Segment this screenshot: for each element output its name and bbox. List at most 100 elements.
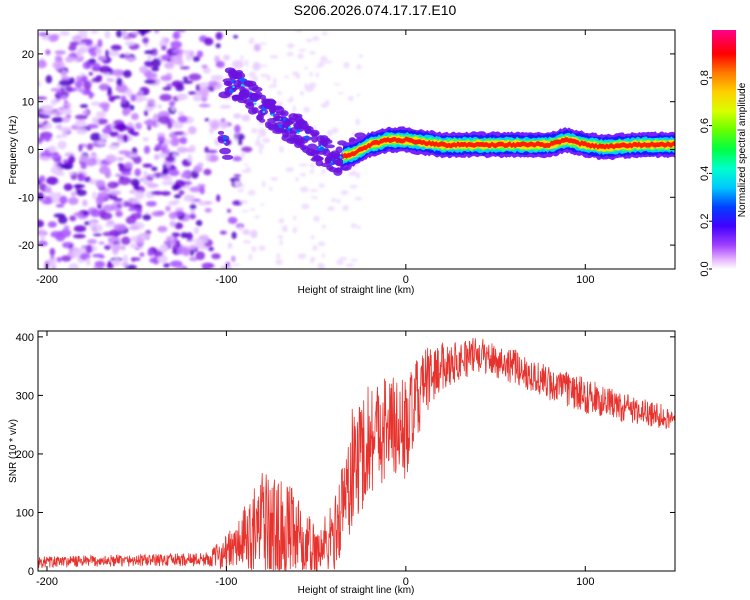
noise-blob xyxy=(161,180,175,186)
noise-blob-faint xyxy=(331,127,339,134)
noise-blob xyxy=(171,120,184,129)
noise-blob xyxy=(38,219,45,228)
spectrogram-y-tick-label: 10 xyxy=(22,97,34,109)
noise-blob xyxy=(128,153,139,158)
noise-blob xyxy=(150,190,164,196)
noise-blob xyxy=(120,95,127,104)
noise-blob xyxy=(179,136,188,145)
noise-blob-faint xyxy=(356,225,361,230)
noise-blob-faint xyxy=(354,197,363,201)
noise-blob xyxy=(63,225,70,230)
noise-blob xyxy=(83,80,92,90)
noise-blob xyxy=(205,149,218,154)
noise-blob xyxy=(92,191,97,200)
noise-blob-faint xyxy=(298,48,307,52)
snr-plot-area xyxy=(38,337,675,571)
noise-blob xyxy=(38,192,44,201)
noise-blob xyxy=(153,154,160,161)
noise-blob xyxy=(63,102,72,107)
noise-blob xyxy=(51,116,64,123)
noise-blob xyxy=(39,110,53,115)
spectrogram-x-tick-label: 0 xyxy=(403,274,409,286)
noise-blob xyxy=(195,219,203,227)
noise-blob xyxy=(196,162,204,168)
noise-blob xyxy=(109,131,119,137)
noise-blob xyxy=(79,173,86,182)
noise-blob xyxy=(112,258,121,266)
noise-blob-faint xyxy=(304,66,309,70)
noise-blob xyxy=(51,110,64,116)
noise-blob xyxy=(187,154,193,163)
noise-blob xyxy=(157,104,162,109)
noise-blob xyxy=(201,89,209,99)
noise-blob-faint xyxy=(275,101,284,107)
ridge-blob xyxy=(251,86,263,93)
noise-blob xyxy=(201,64,208,69)
noise-blob xyxy=(38,121,44,125)
noise-blob xyxy=(176,146,188,154)
noise-blob-faint xyxy=(278,217,285,224)
noise-blob xyxy=(205,153,211,162)
noise-blob xyxy=(60,94,68,100)
noise-blob xyxy=(120,236,131,245)
spectrogram-x-tick-label: -100 xyxy=(215,274,237,286)
noise-blob xyxy=(48,34,59,43)
noise-blob xyxy=(115,30,123,38)
noise-blob xyxy=(139,252,145,257)
noise-blob xyxy=(111,69,125,77)
noise-blob xyxy=(107,236,120,243)
ridge-blob xyxy=(310,131,319,137)
ridge-blob xyxy=(221,154,234,160)
spectrogram-x-tick-label: 100 xyxy=(576,274,594,286)
noise-blob xyxy=(46,176,59,185)
noise-blob xyxy=(73,212,84,216)
noise-blob xyxy=(94,260,106,268)
noise-blob xyxy=(160,191,171,196)
noise-blob xyxy=(65,85,73,93)
noise-blob xyxy=(174,222,184,230)
noise-blob xyxy=(163,150,170,155)
noise-blob-faint xyxy=(310,234,315,240)
noise-blob-faint xyxy=(237,188,245,193)
noise-blob xyxy=(167,200,178,206)
noise-blob xyxy=(55,203,65,208)
noise-blob-faint xyxy=(317,61,326,67)
noise-blob xyxy=(188,73,202,81)
noise-blob xyxy=(163,62,174,69)
noise-blob-faint xyxy=(303,106,310,113)
noise-blob xyxy=(64,56,74,63)
noise-blob-faint xyxy=(356,93,361,97)
noise-blob-faint xyxy=(310,169,314,175)
noise-blob xyxy=(171,232,181,237)
noise-blob xyxy=(180,172,188,179)
noise-blob xyxy=(198,82,211,88)
noise-blob xyxy=(222,54,231,61)
noise-blob-faint xyxy=(281,225,289,232)
noise-blob xyxy=(177,115,188,123)
noise-blob xyxy=(102,204,115,212)
noise-blob-faint xyxy=(293,215,297,221)
noise-blob xyxy=(210,74,224,81)
noise-blob-faint xyxy=(275,259,283,266)
snr-x-tick-label: 100 xyxy=(576,576,594,588)
noise-blob xyxy=(107,86,112,95)
noise-blob xyxy=(142,178,149,184)
noise-blob xyxy=(194,242,205,247)
noise-blob xyxy=(172,48,184,54)
noise-blob-faint xyxy=(292,226,298,234)
ridge-blob xyxy=(217,130,225,135)
noise-blob-faint xyxy=(272,78,277,83)
ridge-band-yellow xyxy=(343,135,675,160)
ridge-core-blob xyxy=(253,102,257,105)
noise-blob xyxy=(50,230,63,238)
noise-blob xyxy=(171,183,180,191)
noise-blob xyxy=(211,121,220,130)
noise-blob xyxy=(38,114,51,119)
noise-blob xyxy=(38,96,48,100)
noise-blob xyxy=(104,30,111,39)
noise-blob xyxy=(62,116,71,123)
noise-blob xyxy=(98,166,111,175)
noise-blob xyxy=(173,30,180,40)
noise-blob xyxy=(61,255,72,262)
noise-blob xyxy=(199,186,205,195)
